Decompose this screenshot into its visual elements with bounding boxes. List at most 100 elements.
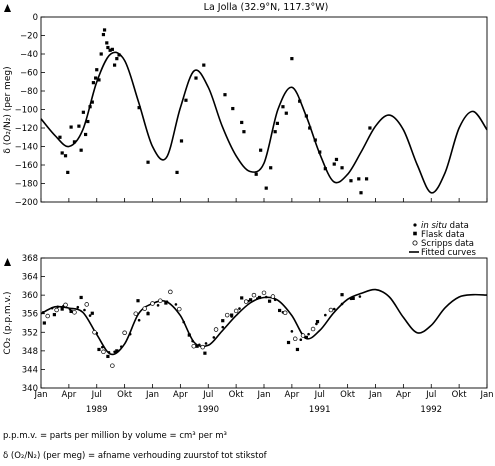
top-flask-point <box>290 57 294 61</box>
bottom-flask-point <box>187 333 191 337</box>
bottom-in-situ-point <box>299 338 303 342</box>
bottom-scripps-point <box>72 310 77 315</box>
bottom-y-tick-label: 344 <box>22 365 38 375</box>
top-flask-point <box>313 138 317 142</box>
top-flask-point <box>308 126 312 130</box>
top-y-axis: 0 −20 −40 −60 −80 −100 −120 −140 −160 −180 −200 <box>15 13 45 208</box>
bottom-scripps-point <box>243 299 249 304</box>
month-tick-label: Apr <box>62 390 77 400</box>
top-flask-point <box>364 177 369 181</box>
top-flask-point <box>91 81 96 85</box>
top-flask-point <box>242 130 246 134</box>
month-tick-label: Jul <box>425 390 436 400</box>
bottom-flask-point <box>60 307 64 311</box>
bottom-flask-point <box>230 313 234 317</box>
top-flask-point <box>137 106 141 110</box>
top-flask-point <box>281 105 285 109</box>
bottom-in-situ-point <box>174 303 178 306</box>
bottom-flask-point <box>278 308 282 313</box>
bottom-flask-point <box>249 298 253 302</box>
bottom-y-axis: 340 344 348 352 356 360 364 368 <box>22 254 45 394</box>
bottom-flask-point <box>115 349 119 353</box>
top-flask-point <box>108 48 112 52</box>
top-flask-point <box>146 160 150 164</box>
square-marker-icon <box>413 231 417 236</box>
bottom-flask-point <box>52 313 56 317</box>
top-y-tick-label: −20 <box>20 32 38 42</box>
bottom-y-tick-label: 364 <box>22 273 38 283</box>
bottom-flask-point <box>69 309 73 313</box>
bottom-in-situ-point <box>340 302 344 306</box>
bottom-plot-frame <box>40 257 488 389</box>
top-flask-point <box>69 125 73 129</box>
top-flask-point <box>97 78 101 82</box>
bottom-flask-point <box>295 347 300 352</box>
bottom-flask-point <box>240 296 244 300</box>
bottom-y-tick-label: 356 <box>22 310 38 320</box>
legend-entry-in-situ: in situ data <box>413 221 469 231</box>
legend: in situ data Flask data Scripps data Fit… <box>409 221 476 258</box>
bottom-scripps-point <box>300 333 306 338</box>
bottom-scripps-point <box>200 344 205 350</box>
top-flask-point <box>273 130 277 134</box>
top-flask-point <box>223 93 227 97</box>
top-flask-point <box>95 68 99 72</box>
bottom-scripps-point <box>142 306 147 311</box>
top-flask-point <box>72 140 77 144</box>
top-flask-point <box>110 47 114 51</box>
bottom-flask-point <box>106 354 110 359</box>
top-flask-point <box>357 177 361 181</box>
top-flask-point <box>194 76 198 80</box>
top-flask-point <box>349 179 353 183</box>
year-tick-label: 1991 <box>309 405 331 415</box>
month-tick-label: Apr <box>173 390 188 400</box>
month-tick-label: Okt <box>452 390 468 400</box>
bottom-in-situ-point <box>107 350 111 354</box>
month-tick-label: Apr <box>396 390 411 400</box>
month-tick-label: Jul <box>202 390 213 400</box>
top-flask-point <box>58 135 62 139</box>
chart-title: La Jolla (32.9°N, 117.3°W) <box>204 2 329 13</box>
bottom-flask-point <box>146 312 150 316</box>
top-flask-point <box>202 63 206 67</box>
bottom-in-situ-point <box>83 308 86 312</box>
bottom-scripps-point <box>177 306 182 312</box>
legend-scripps-label: Scripps data <box>421 239 474 249</box>
bottom-in-situ-point <box>137 318 141 322</box>
month-tick-label: Apr <box>285 390 300 400</box>
bottom-flask-point <box>221 319 225 323</box>
top-flask-point <box>275 121 279 125</box>
top-x-ticks <box>40 198 488 202</box>
legend-in-situ-italic: in situ <box>421 221 447 231</box>
month-tick-label: Jul <box>314 390 325 400</box>
top-flask-point <box>81 110 85 114</box>
top-y-tick-label: −180 <box>15 180 38 190</box>
top-y-tick-label: −200 <box>15 198 38 208</box>
bottom-in-situ-point <box>315 322 318 326</box>
top-data-marks <box>40 28 488 195</box>
bottom-scripps-point <box>191 343 197 349</box>
bottom-flask-point <box>97 347 101 352</box>
top-y-arrow <box>4 4 11 12</box>
top-flask-point <box>264 186 268 190</box>
bottom-in-situ-point <box>238 307 241 310</box>
bottom-flask-point <box>42 321 46 325</box>
top-flask-point <box>340 166 344 170</box>
top-flask-point <box>318 150 322 154</box>
top-flask-point <box>94 76 98 80</box>
top-y-tick-label: −40 <box>20 50 38 60</box>
bottom-in-situ-point <box>290 330 294 333</box>
bottom-y-tick-label: 352 <box>22 328 38 338</box>
bottom-flask-point <box>340 293 344 297</box>
bottom-flask-point <box>257 295 262 300</box>
bottom-y-tick-label: 360 <box>22 291 38 301</box>
year-tick-label: 1989 <box>86 405 108 415</box>
top-flask-point <box>101 32 106 37</box>
bottom-in-situ-point <box>273 298 277 302</box>
bottom-in-situ-point <box>76 305 80 309</box>
month-tick-label: Jan <box>368 390 382 400</box>
bottom-scripps-point <box>54 307 59 313</box>
top-y-tick-label: 0 <box>33 13 38 23</box>
